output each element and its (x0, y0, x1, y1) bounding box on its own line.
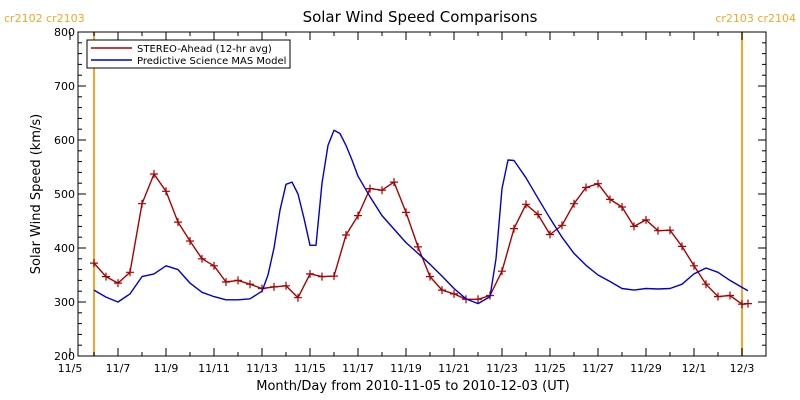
data-point-marker (414, 242, 422, 251)
cr-boundary-label: cr2102 cr2103 (4, 12, 85, 25)
data-point-marker (294, 293, 302, 302)
y-axis-title: Solar Wind Speed (km/s) (29, 114, 44, 274)
data-point-marker (426, 272, 434, 281)
data-point-marker (378, 186, 386, 195)
data-point-marker (102, 272, 110, 281)
legend-label: STEREO-Ahead (12-hr avg) (137, 44, 272, 55)
data-point-marker (150, 170, 158, 178)
data-point-marker (474, 295, 482, 304)
data-point-marker (630, 222, 638, 231)
x-tick-label: 12/3 (730, 362, 755, 375)
data-point-marker (582, 183, 590, 192)
x-tick-label: 11/13 (246, 362, 278, 375)
y-tick-label: 500 (54, 188, 75, 201)
x-tick-label: 11/21 (438, 362, 470, 375)
x-tick-label: 11/23 (486, 362, 518, 375)
x-axis-title: Month/Day from 2010-11-05 to 2010-12-03 … (256, 379, 569, 394)
series-layer (90, 129, 752, 309)
x-tick-label: 11/5 (58, 362, 83, 375)
legend-label: Predictive Science MAS Model (137, 56, 286, 67)
data-point-marker (222, 278, 230, 286)
data-point-marker (234, 276, 242, 285)
data-point-marker (270, 282, 278, 291)
data-point-marker (138, 199, 146, 208)
x-tick-label: 11/7 (106, 362, 131, 375)
data-point-marker (654, 226, 662, 235)
data-point-marker (450, 289, 458, 298)
chart-title: Solar Wind Speed Comparisons (303, 8, 538, 26)
y-tick-label: 700 (54, 80, 75, 93)
data-point-marker (366, 184, 374, 193)
x-tick-label: 12/1 (682, 362, 707, 375)
x-tick-label: 11/9 (154, 362, 179, 375)
data-point-marker (606, 195, 614, 204)
data-point-marker (594, 179, 602, 188)
data-point-marker (186, 237, 194, 245)
data-point-marker (210, 261, 218, 270)
data-point-marker (744, 299, 752, 308)
data-point-marker (714, 292, 722, 301)
legend: STEREO-Ahead (12-hr avg)Predictive Scien… (86, 39, 291, 69)
x-tick-label: 11/29 (630, 362, 662, 375)
data-point-marker (330, 272, 338, 281)
data-point-marker (618, 203, 626, 211)
series-line-2 (93, 129, 749, 305)
data-point-marker (342, 231, 350, 239)
data-point-marker (522, 200, 530, 209)
y-tick-label: 300 (54, 296, 75, 309)
data-point-marker (402, 208, 410, 217)
data-point-marker (162, 187, 170, 196)
y-tick-label: 400 (54, 242, 75, 255)
y-tick-label: 800 (54, 26, 75, 39)
legend-box (86, 39, 291, 69)
data-point-marker (690, 261, 698, 270)
data-point-marker (642, 215, 650, 224)
data-point-marker (534, 210, 542, 219)
data-point-marker (114, 279, 122, 288)
data-point-marker (318, 272, 326, 281)
data-point-marker (90, 259, 98, 268)
data-point-marker (126, 268, 134, 277)
x-tick-label: 11/17 (342, 362, 374, 375)
data-point-marker (498, 267, 506, 276)
data-point-marker (546, 230, 554, 239)
x-tick-label: 11/15 (294, 362, 326, 375)
data-point-marker (558, 221, 566, 230)
data-point-marker (246, 280, 254, 289)
x-tick-label: 11/25 (534, 362, 566, 375)
data-point-marker (570, 199, 578, 208)
data-point-marker (282, 281, 290, 290)
series-line-1 (93, 173, 749, 305)
data-point-marker (702, 280, 710, 289)
data-point-marker (678, 242, 686, 251)
x-tick-label: 11/19 (390, 362, 422, 375)
data-point-marker (198, 254, 206, 263)
data-point-marker (354, 211, 362, 220)
x-tick-label: 11/11 (198, 362, 230, 375)
data-point-marker (510, 224, 518, 233)
y-tick-label: 600 (54, 134, 75, 147)
data-point-marker (390, 178, 398, 187)
data-point-marker (726, 291, 734, 300)
cr-boundary-label: cr2103 cr2104 (715, 12, 796, 25)
data-point-marker (174, 218, 182, 227)
data-point-marker (666, 226, 674, 235)
x-tick-label: 11/27 (582, 362, 614, 375)
data-point-marker (438, 286, 446, 295)
data-point-marker (306, 269, 314, 278)
